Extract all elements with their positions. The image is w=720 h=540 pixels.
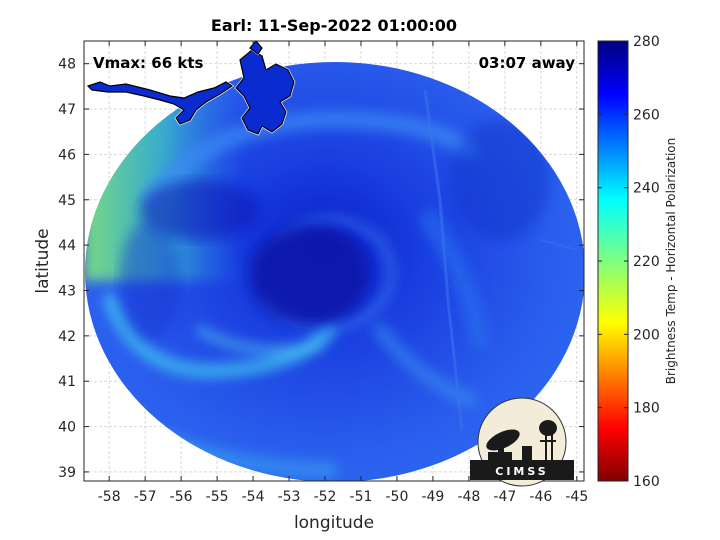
x-tick-label: -57: [134, 489, 157, 505]
y-tick-label: 41: [58, 374, 76, 390]
x-tick-label: -50: [386, 489, 409, 505]
y-tick-label: 48: [58, 57, 76, 73]
plot-frame: [83, 40, 585, 482]
x-tick-label: -55: [206, 489, 229, 505]
y-axis: 39 40 41 42 43 44 45 46 47 48: [58, 57, 584, 481]
time-away-annotation: 03:07 away: [479, 54, 576, 72]
y-axis-label: latitude: [33, 228, 53, 293]
y-tick-label: 47: [58, 102, 76, 118]
y-tick-label: 44: [58, 238, 76, 254]
x-tick-label: -54: [242, 489, 265, 505]
colorbar: [597, 40, 629, 482]
x-axis-label: longitude: [294, 513, 374, 533]
x-tick-label: -46: [529, 489, 552, 505]
x-tick-label: -45: [565, 489, 588, 505]
x-tick-label: -58: [98, 489, 121, 505]
x-tick-label: -53: [278, 489, 301, 505]
x-tick-label: -49: [421, 489, 444, 505]
y-tick-label: 42: [58, 329, 76, 345]
y-tick-label: 46: [58, 147, 76, 163]
chart-title: Earl: 11-Sep-2022 01:00:00: [211, 16, 457, 35]
y-tick-label: 39: [58, 465, 76, 481]
colorbar-tick-label: 200: [633, 327, 660, 343]
x-axis: -58 -57 -56 -55 -54 -53 -52 -51 -50 -49 -48 -47 -46-…: [98, 41, 588, 505]
y-tick-label: 40: [58, 420, 76, 436]
y-tick-label: 45: [58, 193, 76, 209]
colorbar-tick-label: 160: [633, 474, 660, 490]
colorbar-tick-label: 220: [633, 254, 660, 270]
vmax-annotation: Vmax: 66 kts: [93, 54, 203, 72]
svg-text:CIMSS: CIMSS: [495, 465, 548, 478]
colorbar-tick-label: 180: [633, 401, 660, 417]
coastline: [85, 41, 296, 136]
x-tick-label: -56: [170, 489, 193, 505]
x-tick-label: -51: [350, 489, 373, 505]
x-tick-label: -47: [493, 489, 516, 505]
colorbar-tick-label: 280: [633, 34, 660, 50]
cimss-logo: CIMSS: [470, 397, 574, 487]
colorbar-label: Brightness Temp - Horizontal Polarizatio…: [664, 138, 678, 385]
y-tick-label: 43: [58, 283, 76, 299]
colorbar-tick-label: 260: [633, 107, 660, 123]
x-tick-label: -52: [314, 489, 337, 505]
x-tick-label: -48: [457, 489, 480, 505]
colorbar-ticks: 160 180 200 220 240 260 280: [598, 34, 660, 490]
colorbar-tick-label: 240: [633, 181, 660, 197]
